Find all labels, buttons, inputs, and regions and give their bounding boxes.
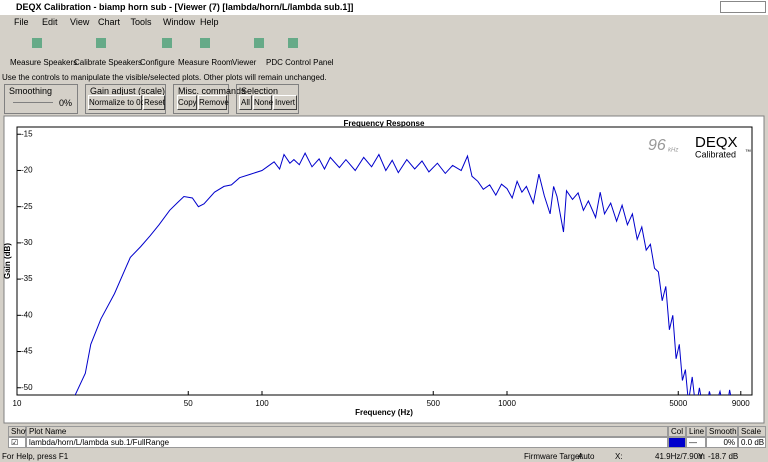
toolbar-button[interactable]: PDC Control Panel: [266, 58, 334, 67]
group-label: Selection: [241, 86, 279, 96]
menu-item[interactable]: Edit: [42, 17, 58, 27]
toolbar-button[interactable]: Calibrate Speakers: [74, 58, 143, 67]
status-value: 41.9Hz/7.90m: [655, 452, 705, 461]
group-label: Gain adjust (scale): [90, 86, 166, 96]
group-label: Smoothing: [9, 86, 53, 96]
toolbar-icon[interactable]: [254, 38, 264, 48]
x-tick-label: 100: [255, 399, 269, 408]
plot-frame: [16, 126, 753, 396]
button[interactable]: Reset: [143, 95, 165, 110]
header: Show: [8, 426, 31, 437]
line-style: —: [686, 437, 706, 448]
toolbar-button[interactable]: Measure Speakers: [10, 58, 78, 67]
logo-sub: Calibrated: [695, 149, 736, 159]
toolbar-icon[interactable]: [96, 38, 106, 48]
y-tick-label: -15: [21, 129, 33, 138]
plot-name[interactable]: lambda/horn/L/lambda sub.1/FullRange: [26, 437, 668, 448]
status-help: For Help, press F1: [2, 452, 69, 461]
header: Col: [668, 426, 686, 437]
logo-rate: 96: [648, 137, 666, 154]
y-axis-label: Gain (dB): [3, 243, 12, 279]
gain-group: Gain adjust (scale) Normalize to 0dB Res…: [85, 84, 166, 114]
chart-title: Frequency Response: [344, 119, 425, 128]
selection-group: Selection All None Invert: [236, 84, 299, 114]
status-label: X:: [615, 452, 623, 461]
menu-item[interactable]: Help: [200, 17, 219, 27]
window-title: DEQX Calibration - biamp horn sub - [Vie…: [16, 2, 354, 12]
toolbar-icon[interactable]: [162, 38, 172, 48]
x-tick-label: 5000: [669, 399, 687, 408]
button[interactable]: Remove: [198, 95, 229, 110]
header: Scale: [738, 426, 766, 437]
title-bar: DEQX Calibration - biamp horn sub - [Vie…: [0, 0, 768, 15]
slider[interactable]: [13, 102, 53, 105]
menu-item[interactable]: Chart: [98, 17, 121, 27]
header: Line: [686, 426, 706, 437]
chart-panel: [3, 115, 765, 424]
scale-value: 0.0 dB: [738, 437, 766, 448]
x-tick-label: 500: [427, 399, 441, 408]
toolbar-icon[interactable]: [32, 38, 42, 48]
status-label: Y:: [698, 452, 706, 461]
toolbar-icon[interactable]: [288, 38, 298, 48]
series-line: [74, 151, 732, 395]
y-tick-label: -20: [21, 166, 33, 175]
x-axis-label: Frequency (Hz): [355, 408, 413, 417]
smoothing-value: 0%: [59, 98, 73, 108]
menu-item[interactable]: Tools: [130, 17, 152, 27]
x-tick-label: 9000: [732, 399, 750, 408]
toolbar-icon[interactable]: [200, 38, 210, 48]
y-tick-label: -45: [21, 347, 33, 356]
hint: Use the controls to manipulate the visib…: [2, 73, 327, 82]
menu-bar: File Edit View Chart Tools Window Help: [0, 15, 768, 29]
logo-brand: DEQX: [695, 134, 738, 151]
x-tick-label: 10: [13, 399, 22, 408]
menu-item[interactable]: Window: [163, 17, 196, 27]
y-tick-label: -25: [21, 202, 33, 211]
plot-table: Show Plot Name Col Line Smooth Scale ☑ l…: [0, 426, 768, 451]
window-controls[interactable]: [720, 1, 766, 13]
button[interactable]: All: [239, 95, 252, 110]
x-tick-label: 1000: [498, 399, 516, 408]
status-bar: For Help, press F1 Firmware Target: Auto…: [0, 451, 768, 462]
status-value: -18.7 dB: [708, 452, 739, 461]
toolbar-button[interactable]: Measure Room: [178, 58, 233, 67]
header: Smooth: [706, 426, 738, 437]
button[interactable]: Invert: [273, 95, 297, 110]
status-label: Firmware Target:: [524, 452, 584, 461]
y-tick-label: -30: [21, 238, 33, 247]
logo-tm: ™: [745, 149, 751, 156]
button[interactable]: None: [253, 95, 273, 110]
smoothing-group: Smoothing 0%: [4, 84, 78, 114]
button[interactable]: Normalize to 0dB: [88, 95, 150, 110]
y-tick-label: -50: [21, 383, 33, 392]
y-tick-label: -35: [21, 274, 33, 283]
button[interactable]: Copy: [177, 95, 197, 110]
status-value: Auto: [578, 452, 595, 461]
menu-item[interactable]: View: [70, 17, 90, 27]
toolbar: Measure Speakers Calibrate Speakers Config…: [0, 38, 768, 72]
toolbar-button[interactable]: Configure: [140, 58, 175, 67]
checkbox[interactable]: ☑: [8, 437, 26, 448]
group-label: Misc. commands: [178, 86, 246, 96]
misc-group: Misc. commands Copy Remove: [173, 84, 246, 114]
menu-item[interactable]: File: [14, 17, 29, 27]
logo-unit: kHz: [668, 148, 678, 154]
x-tick-label: 50: [184, 399, 193, 408]
toolbar-button[interactable]: Viewer: [232, 58, 257, 67]
y-tick-label: -40: [21, 310, 33, 319]
header: Plot Name: [26, 426, 668, 437]
smooth-value: 0%: [706, 437, 738, 448]
color-swatch[interactable]: [668, 437, 686, 448]
